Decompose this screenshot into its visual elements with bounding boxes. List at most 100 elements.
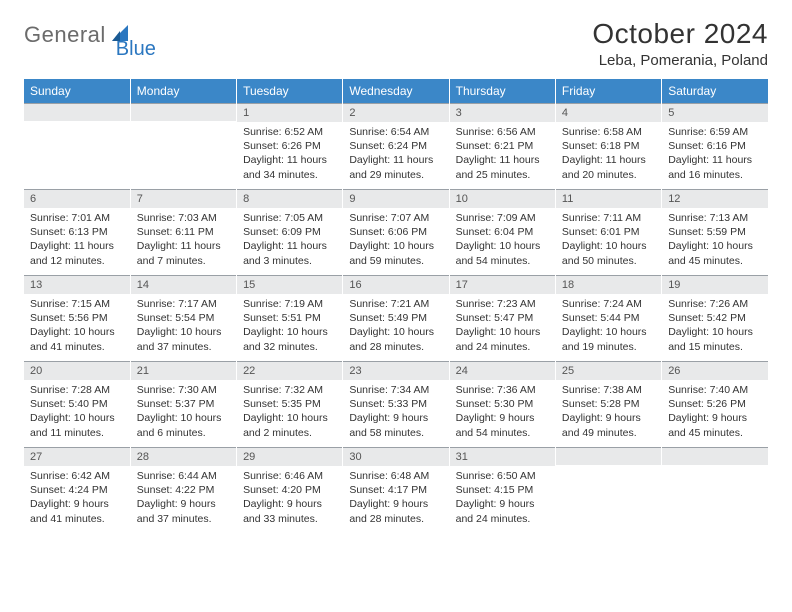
day-detail-line: Sunset: 6:09 PM bbox=[243, 225, 336, 239]
day-cell: 28Sunrise: 6:44 AMSunset: 4:22 PMDayligh… bbox=[130, 447, 236, 533]
day-details: Sunrise: 6:56 AMSunset: 6:21 PMDaylight:… bbox=[450, 122, 555, 188]
month-title: October 2024 bbox=[592, 18, 768, 50]
day-detail-line: Daylight: 11 hours bbox=[30, 239, 124, 253]
day-cell: 27Sunrise: 6:42 AMSunset: 4:24 PMDayligh… bbox=[24, 447, 130, 533]
day-details: Sunrise: 7:03 AMSunset: 6:11 PMDaylight:… bbox=[131, 208, 236, 274]
day-details bbox=[662, 465, 768, 474]
day-details: Sunrise: 7:11 AMSunset: 6:01 PMDaylight:… bbox=[556, 208, 661, 274]
day-number: 3 bbox=[450, 103, 555, 122]
day-detail-line: Sunrise: 7:03 AM bbox=[137, 211, 230, 225]
day-details: Sunrise: 7:15 AMSunset: 5:56 PMDaylight:… bbox=[24, 294, 130, 360]
day-cell: 1Sunrise: 6:52 AMSunset: 6:26 PMDaylight… bbox=[237, 103, 343, 189]
day-detail-line: Sunrise: 6:42 AM bbox=[30, 469, 124, 483]
day-detail-line: and 7 minutes. bbox=[137, 254, 230, 268]
day-detail-line: Sunset: 5:44 PM bbox=[562, 311, 655, 325]
day-number: 22 bbox=[237, 361, 342, 380]
day-detail-line: Daylight: 9 hours bbox=[456, 497, 549, 511]
day-detail-line: Daylight: 10 hours bbox=[562, 325, 655, 339]
day-detail-line: Sunset: 5:37 PM bbox=[137, 397, 230, 411]
day-detail-line: Daylight: 9 hours bbox=[668, 411, 762, 425]
day-number: 14 bbox=[131, 275, 236, 294]
day-number: 27 bbox=[24, 447, 130, 466]
day-detail-line: Sunrise: 6:44 AM bbox=[137, 469, 230, 483]
day-detail-line: Sunset: 4:15 PM bbox=[456, 483, 549, 497]
header: General Blue October 2024 Leba, Pomerani… bbox=[24, 18, 768, 69]
day-detail-line: Sunrise: 6:54 AM bbox=[349, 125, 442, 139]
day-details: Sunrise: 7:40 AMSunset: 5:26 PMDaylight:… bbox=[662, 380, 768, 446]
day-detail-line: Sunset: 5:40 PM bbox=[30, 397, 124, 411]
day-detail-line: Sunset: 5:56 PM bbox=[30, 311, 124, 325]
day-detail-line: Sunset: 6:13 PM bbox=[30, 225, 124, 239]
day-details bbox=[556, 465, 661, 474]
day-number: 30 bbox=[343, 447, 448, 466]
day-detail-line: and 6 minutes. bbox=[137, 426, 230, 440]
day-number: 8 bbox=[237, 189, 342, 208]
day-detail-line: and 33 minutes. bbox=[243, 512, 336, 526]
day-number bbox=[131, 103, 236, 121]
day-detail-line: Sunrise: 6:48 AM bbox=[349, 469, 442, 483]
day-detail-line: Sunset: 4:22 PM bbox=[137, 483, 230, 497]
day-detail-line: and 29 minutes. bbox=[349, 168, 442, 182]
day-detail-line: Sunrise: 7:17 AM bbox=[137, 297, 230, 311]
empty-cell bbox=[130, 103, 236, 189]
day-cell: 21Sunrise: 7:30 AMSunset: 5:37 PMDayligh… bbox=[130, 361, 236, 447]
weekday-header: Friday bbox=[555, 79, 661, 103]
day-number bbox=[556, 447, 661, 465]
day-detail-line: Sunrise: 7:11 AM bbox=[562, 211, 655, 225]
day-detail-line: Daylight: 9 hours bbox=[456, 411, 549, 425]
weekday-header: Monday bbox=[130, 79, 236, 103]
day-detail-line: and 32 minutes. bbox=[243, 340, 336, 354]
calendar-week-row: 20Sunrise: 7:28 AMSunset: 5:40 PMDayligh… bbox=[24, 361, 768, 447]
day-details: Sunrise: 7:26 AMSunset: 5:42 PMDaylight:… bbox=[662, 294, 768, 360]
brand-text-blue: Blue bbox=[116, 38, 156, 61]
day-detail-line: and 28 minutes. bbox=[349, 340, 442, 354]
day-number: 20 bbox=[24, 361, 130, 380]
day-detail-line: Sunrise: 7:01 AM bbox=[30, 211, 124, 225]
brand-text-general: General bbox=[24, 22, 106, 48]
day-number: 23 bbox=[343, 361, 448, 380]
day-detail-line: Sunset: 5:49 PM bbox=[349, 311, 442, 325]
empty-cell bbox=[555, 447, 661, 533]
day-detail-line: Sunset: 6:26 PM bbox=[243, 139, 336, 153]
day-detail-line: and 15 minutes. bbox=[668, 340, 762, 354]
day-detail-line: Sunrise: 7:26 AM bbox=[668, 297, 762, 311]
calendar-week-row: 27Sunrise: 6:42 AMSunset: 4:24 PMDayligh… bbox=[24, 447, 768, 533]
day-cell: 14Sunrise: 7:17 AMSunset: 5:54 PMDayligh… bbox=[130, 275, 236, 361]
day-detail-line: Sunrise: 7:23 AM bbox=[456, 297, 549, 311]
day-cell: 23Sunrise: 7:34 AMSunset: 5:33 PMDayligh… bbox=[343, 361, 449, 447]
day-number: 15 bbox=[237, 275, 342, 294]
day-detail-line: Daylight: 11 hours bbox=[243, 153, 336, 167]
day-details: Sunrise: 6:42 AMSunset: 4:24 PMDaylight:… bbox=[24, 466, 130, 532]
day-number: 16 bbox=[343, 275, 448, 294]
day-number: 24 bbox=[450, 361, 555, 380]
day-number: 17 bbox=[450, 275, 555, 294]
day-detail-line: Daylight: 9 hours bbox=[349, 411, 442, 425]
day-detail-line: Daylight: 11 hours bbox=[668, 153, 762, 167]
day-number: 19 bbox=[662, 275, 768, 294]
day-number: 13 bbox=[24, 275, 130, 294]
day-detail-line: Sunset: 6:21 PM bbox=[456, 139, 549, 153]
day-detail-line: Sunrise: 7:38 AM bbox=[562, 383, 655, 397]
day-cell: 26Sunrise: 7:40 AMSunset: 5:26 PMDayligh… bbox=[662, 361, 768, 447]
day-cell: 2Sunrise: 6:54 AMSunset: 6:24 PMDaylight… bbox=[343, 103, 449, 189]
day-detail-line: and 58 minutes. bbox=[349, 426, 442, 440]
calendar-header-row: SundayMondayTuesdayWednesdayThursdayFrid… bbox=[24, 79, 768, 103]
weekday-header: Saturday bbox=[662, 79, 768, 103]
day-number: 11 bbox=[556, 189, 661, 208]
day-details: Sunrise: 7:28 AMSunset: 5:40 PMDaylight:… bbox=[24, 380, 130, 446]
day-detail-line: Sunrise: 6:59 AM bbox=[668, 125, 762, 139]
weekday-header: Sunday bbox=[24, 79, 130, 103]
day-cell: 10Sunrise: 7:09 AMSunset: 6:04 PMDayligh… bbox=[449, 189, 555, 275]
day-details: Sunrise: 7:30 AMSunset: 5:37 PMDaylight:… bbox=[131, 380, 236, 446]
day-number: 12 bbox=[662, 189, 768, 208]
day-detail-line: Sunrise: 7:13 AM bbox=[668, 211, 762, 225]
day-details: Sunrise: 7:38 AMSunset: 5:28 PMDaylight:… bbox=[556, 380, 661, 446]
day-detail-line: Daylight: 11 hours bbox=[243, 239, 336, 253]
day-detail-line: Sunrise: 7:05 AM bbox=[243, 211, 336, 225]
day-detail-line: and 37 minutes. bbox=[137, 512, 230, 526]
day-detail-line: Daylight: 10 hours bbox=[349, 325, 442, 339]
day-detail-line: Sunset: 5:30 PM bbox=[456, 397, 549, 411]
day-cell: 9Sunrise: 7:07 AMSunset: 6:06 PMDaylight… bbox=[343, 189, 449, 275]
day-number: 9 bbox=[343, 189, 448, 208]
day-detail-line: Sunrise: 7:34 AM bbox=[349, 383, 442, 397]
